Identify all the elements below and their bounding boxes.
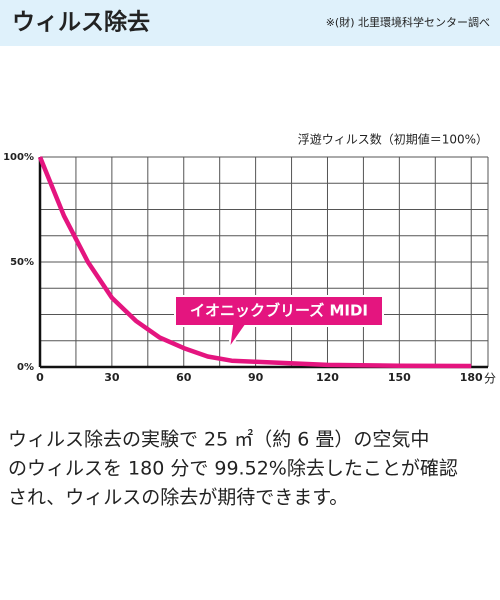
header-title: ウィルス除去 <box>12 9 150 36</box>
body-text: され、ウィルスの除去が期待できます。 <box>8 487 348 509</box>
callout-text: イオニックブリーズ MIDI <box>190 302 368 320</box>
x-tick-label: 0 <box>36 371 44 384</box>
y-axis-label: 浮遊ウィルス数（初期値＝100%） <box>298 132 488 147</box>
x-tick-label: 90 <box>248 371 264 384</box>
x-tick-label: 30 <box>104 371 120 384</box>
body-text: のウィルスを 180 分で 99.52%除去したことが確認 <box>8 458 458 480</box>
data-line <box>37 156 472 369</box>
x-tick-label: 180 <box>460 371 483 384</box>
x-tick-label: 120 <box>316 371 339 384</box>
x-tick-label: 150 <box>388 371 411 384</box>
y-tick-label: 100% <box>3 152 34 163</box>
y-tick-label: 50% <box>10 257 34 268</box>
x-tick-label: 60 <box>176 371 192 384</box>
x-axis-label: 分 <box>484 372 496 386</box>
callout-box <box>174 295 384 350</box>
header-note: ※(財) 北里環境科学センター調べ <box>326 15 490 29</box>
header-band <box>0 0 500 46</box>
y-tick-label: 0% <box>17 362 34 373</box>
body-text: ウィルス除去の実験で 25 ㎡（約 6 畳）の空気中 <box>8 428 429 451</box>
